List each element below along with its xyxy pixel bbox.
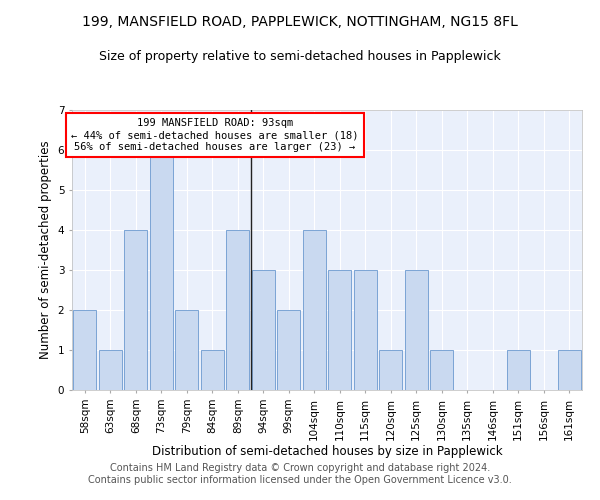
- Bar: [507, 350, 530, 390]
- Bar: [99, 350, 122, 390]
- Bar: [150, 150, 173, 390]
- Text: Contains HM Land Registry data © Crown copyright and database right 2024.
Contai: Contains HM Land Registry data © Crown c…: [88, 464, 512, 485]
- Bar: [73, 310, 96, 390]
- Bar: [124, 230, 147, 390]
- Text: 199, MANSFIELD ROAD, PAPPLEWICK, NOTTINGHAM, NG15 8FL: 199, MANSFIELD ROAD, PAPPLEWICK, NOTTING…: [82, 15, 518, 29]
- Bar: [354, 270, 377, 390]
- Bar: [328, 270, 351, 390]
- Bar: [277, 310, 300, 390]
- X-axis label: Distribution of semi-detached houses by size in Papplewick: Distribution of semi-detached houses by …: [152, 446, 502, 458]
- Bar: [379, 350, 402, 390]
- Text: 199 MANSFIELD ROAD: 93sqm
← 44% of semi-detached houses are smaller (18)
56% of : 199 MANSFIELD ROAD: 93sqm ← 44% of semi-…: [71, 118, 359, 152]
- Text: Size of property relative to semi-detached houses in Papplewick: Size of property relative to semi-detach…: [99, 50, 501, 63]
- Bar: [175, 310, 198, 390]
- Bar: [226, 230, 249, 390]
- Bar: [201, 350, 224, 390]
- Bar: [558, 350, 581, 390]
- Y-axis label: Number of semi-detached properties: Number of semi-detached properties: [39, 140, 52, 360]
- Bar: [405, 270, 428, 390]
- Bar: [252, 270, 275, 390]
- Bar: [303, 230, 326, 390]
- Bar: [430, 350, 453, 390]
